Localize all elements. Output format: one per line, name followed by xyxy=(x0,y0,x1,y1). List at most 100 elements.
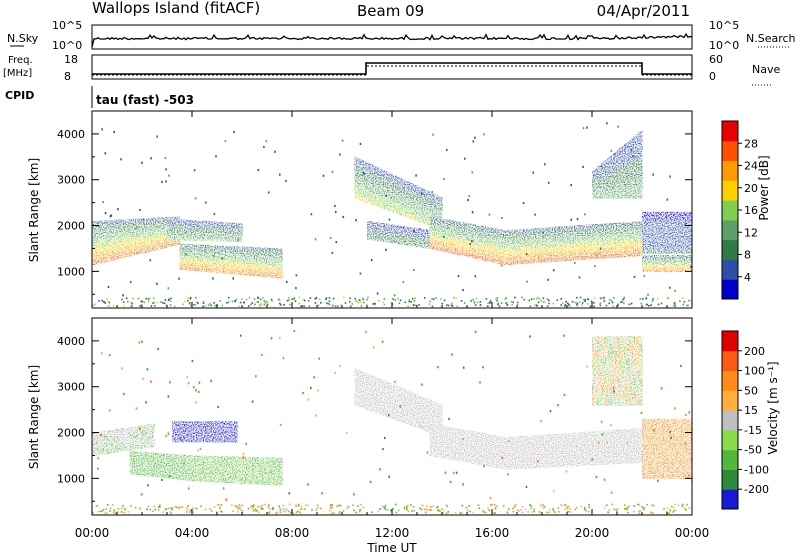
power-echo-cell xyxy=(222,259,226,263)
scatter-pixel xyxy=(429,300,431,303)
power-echo-cell xyxy=(122,253,125,258)
power-echo-cell xyxy=(377,239,381,242)
power-echo-cell xyxy=(222,237,225,240)
power-echo-cell xyxy=(650,258,654,261)
scatter-pixel xyxy=(617,125,619,128)
power-echo-cell xyxy=(269,271,272,275)
power-echo-cell xyxy=(520,253,523,258)
power-echo-cell xyxy=(388,236,391,240)
power-echo-cell xyxy=(640,151,643,159)
power-echo-cell xyxy=(97,250,100,256)
scatter-pixel xyxy=(334,210,337,213)
power-echo-cell xyxy=(625,249,629,254)
power-echo-cell xyxy=(418,207,422,212)
power-echo-cell xyxy=(265,247,269,252)
power-echo-cell xyxy=(438,247,441,251)
power-echo-cell xyxy=(213,266,217,271)
scatter-pixel xyxy=(149,259,152,262)
power-echo-cell xyxy=(597,241,600,246)
power-echo-cell xyxy=(372,234,375,237)
power-echo-cell xyxy=(499,246,502,251)
scatter-pixel xyxy=(107,285,110,289)
power-echo-cell xyxy=(218,233,222,236)
power-echo-cell xyxy=(265,265,269,269)
power-echo-cell xyxy=(400,236,404,240)
power-echo-cell xyxy=(527,232,531,236)
power-echo-cell xyxy=(675,224,679,229)
power-echo-cell xyxy=(488,240,491,245)
power-echo-cell xyxy=(227,235,231,238)
power-echo-cell xyxy=(613,166,616,172)
scatter-pixel xyxy=(362,301,365,304)
power-echo-cell xyxy=(417,228,420,231)
power-echo-cell xyxy=(584,231,588,236)
power-echo-cell xyxy=(204,255,208,259)
power-echo-cell xyxy=(247,269,251,273)
power-echo-cell xyxy=(686,244,689,250)
power-echo-cell xyxy=(543,251,547,256)
power-echo-cell xyxy=(604,194,607,199)
power-echo-cell xyxy=(545,227,548,232)
power-echo-cell xyxy=(359,183,363,189)
power-echo-cell xyxy=(558,236,561,241)
power-echo-cell xyxy=(438,237,441,242)
power-echo-cell xyxy=(256,250,260,254)
scatter-pixel xyxy=(542,231,544,234)
power-echo-cell xyxy=(358,178,361,184)
power-echo-cell xyxy=(220,248,224,252)
scatter-pixel xyxy=(601,297,603,299)
power-echo-cell xyxy=(427,211,431,216)
power-echo-cell xyxy=(495,255,498,260)
power-echo-cell xyxy=(536,252,539,256)
power-echo-cell xyxy=(220,227,223,231)
power-echo-cell xyxy=(470,223,473,228)
power-echo-cell xyxy=(276,254,279,258)
scatter-pixel xyxy=(288,297,290,299)
scatter-pixel xyxy=(121,298,123,301)
scatter-pixel xyxy=(141,161,143,164)
power-echo-cell xyxy=(463,225,466,230)
power-echo-cell xyxy=(643,236,647,242)
power-echo-cell xyxy=(388,172,391,178)
power-echo-cell xyxy=(402,242,406,246)
power-echo-cell xyxy=(413,231,416,234)
power-echo-cell xyxy=(390,229,393,233)
power-echo-cell xyxy=(636,191,639,199)
power-echo-cell xyxy=(102,224,106,230)
power-echo-cell xyxy=(675,228,679,233)
power-echo-cell xyxy=(654,258,657,261)
power-echo-cell xyxy=(593,248,597,253)
power-echo-cell xyxy=(395,236,398,239)
power-echo-cell xyxy=(420,236,423,239)
power-echo-cell xyxy=(517,236,520,241)
power-echo-cell xyxy=(278,269,281,273)
power-echo-cell xyxy=(665,269,668,272)
scatter-pixel xyxy=(248,296,251,299)
power-echo-cell xyxy=(533,255,536,260)
power-echo-cell xyxy=(581,252,584,257)
power-echo-cell xyxy=(677,215,681,221)
power-echo-cell xyxy=(602,165,606,170)
power-echo-cell xyxy=(608,233,611,238)
power-echo-cell xyxy=(154,233,157,238)
power-echo-cell xyxy=(667,240,670,246)
scatter-pixel xyxy=(344,302,347,304)
power-echo-cell xyxy=(418,245,422,248)
power-echo-cell xyxy=(522,242,525,247)
power-echo-cell xyxy=(393,205,397,210)
power-echo-cell xyxy=(206,263,209,267)
scatter-pixel xyxy=(593,302,595,304)
power-echo-cell xyxy=(179,246,182,250)
power-echo-cell xyxy=(406,228,409,231)
power-echo-cell xyxy=(452,220,456,225)
power-echo-cell xyxy=(219,261,222,266)
power-echo-cell xyxy=(202,224,206,228)
power-echo-cell xyxy=(131,218,134,224)
power-echo-cell xyxy=(450,220,454,225)
power-echo-cell xyxy=(264,253,267,257)
scatter-pixel xyxy=(278,299,281,301)
power-echo-cell xyxy=(165,229,168,233)
power-echo-cell xyxy=(370,172,373,177)
power-echo-cell xyxy=(584,241,588,246)
power-echo-cell xyxy=(427,239,431,242)
